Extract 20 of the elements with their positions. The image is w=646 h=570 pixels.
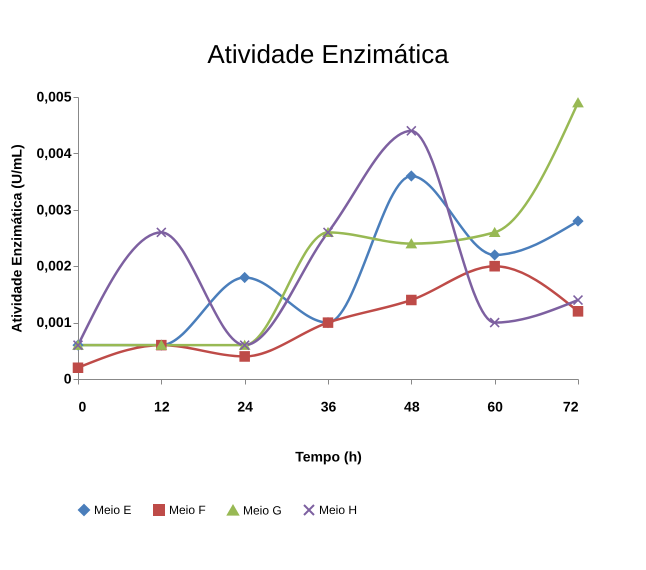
x-tick-label: 36 [320, 398, 336, 414]
y-tick-label: 0,004 [36, 144, 72, 161]
y-tick-label: 0,005 [36, 88, 72, 104]
legend-label: Meio E [94, 503, 132, 517]
x-tick-label: 48 [404, 398, 420, 414]
legend-label: Meio G [243, 503, 282, 518]
legend-label: Meio H [319, 503, 358, 517]
x-tick-label: 24 [237, 398, 254, 414]
y-axis-title: Atividade Enzimática (U/mL) [8, 144, 24, 333]
y-tick-label: 0 [64, 370, 72, 386]
y-tick-label: 0,001 [36, 314, 72, 330]
chart-title: Atividade Enzimática [207, 39, 450, 69]
y-tick-label: 0,002 [36, 258, 72, 274]
y-tick-label: 0,003 [36, 201, 72, 218]
legend-label: Meio F [169, 503, 206, 517]
x-axis-title: Tempo (h) [295, 448, 362, 464]
x-tick-label: 60 [487, 398, 504, 414]
x-tick-label: 72 [562, 398, 579, 414]
x-tick-label: 0 [78, 398, 86, 414]
x-tick-label: 12 [154, 398, 170, 414]
